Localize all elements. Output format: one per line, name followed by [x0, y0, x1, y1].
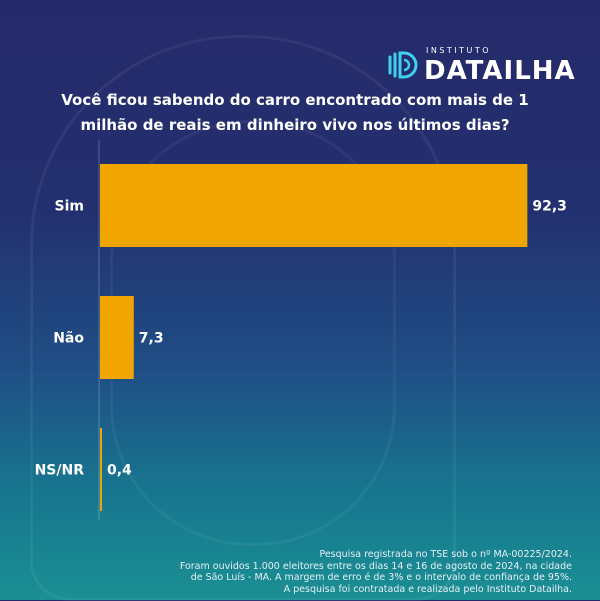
bar-2 [100, 428, 102, 511]
footnote-line-4: A pesquisa foi contratada e realizada pe… [283, 583, 572, 595]
brand-mark-icon [388, 51, 418, 79]
category-label-2: NS/NR [35, 463, 85, 479]
question-line-2: milhão de reais em dinheiro vivo nos últ… [80, 116, 510, 134]
category-label-0: Sim [55, 199, 84, 215]
value-label-0: 92,3 [532, 199, 567, 215]
category-label-1: Não [53, 331, 84, 347]
value-label-1: 7,3 [139, 331, 164, 347]
bar-0 [100, 164, 528, 247]
bar-1 [100, 296, 134, 379]
footnote-line-1: Pesquisa registrada no TSE sob o nº MA-0… [319, 549, 572, 560]
footnote-line-2: Foram ouvidos 1.000 eleitores entre os d… [179, 560, 572, 572]
brand-name: DATAILHA [424, 56, 576, 86]
survey-footnote: Pesquisa registrada no TSE sob o nº MA-0… [52, 549, 572, 595]
brand-small-text: INSTITUTO [426, 46, 492, 55]
brand-logo: INSTITUTO DATAILHA [384, 44, 584, 88]
question-line-1: Você ficou sabendo do carro encontrado c… [61, 91, 529, 109]
survey-question: Você ficou sabendo do carro encontrado c… [60, 88, 530, 138]
value-label-2: 0,4 [107, 463, 132, 479]
footnote-line-3: de São Luís - MA. A margem de erro é de … [190, 572, 572, 583]
